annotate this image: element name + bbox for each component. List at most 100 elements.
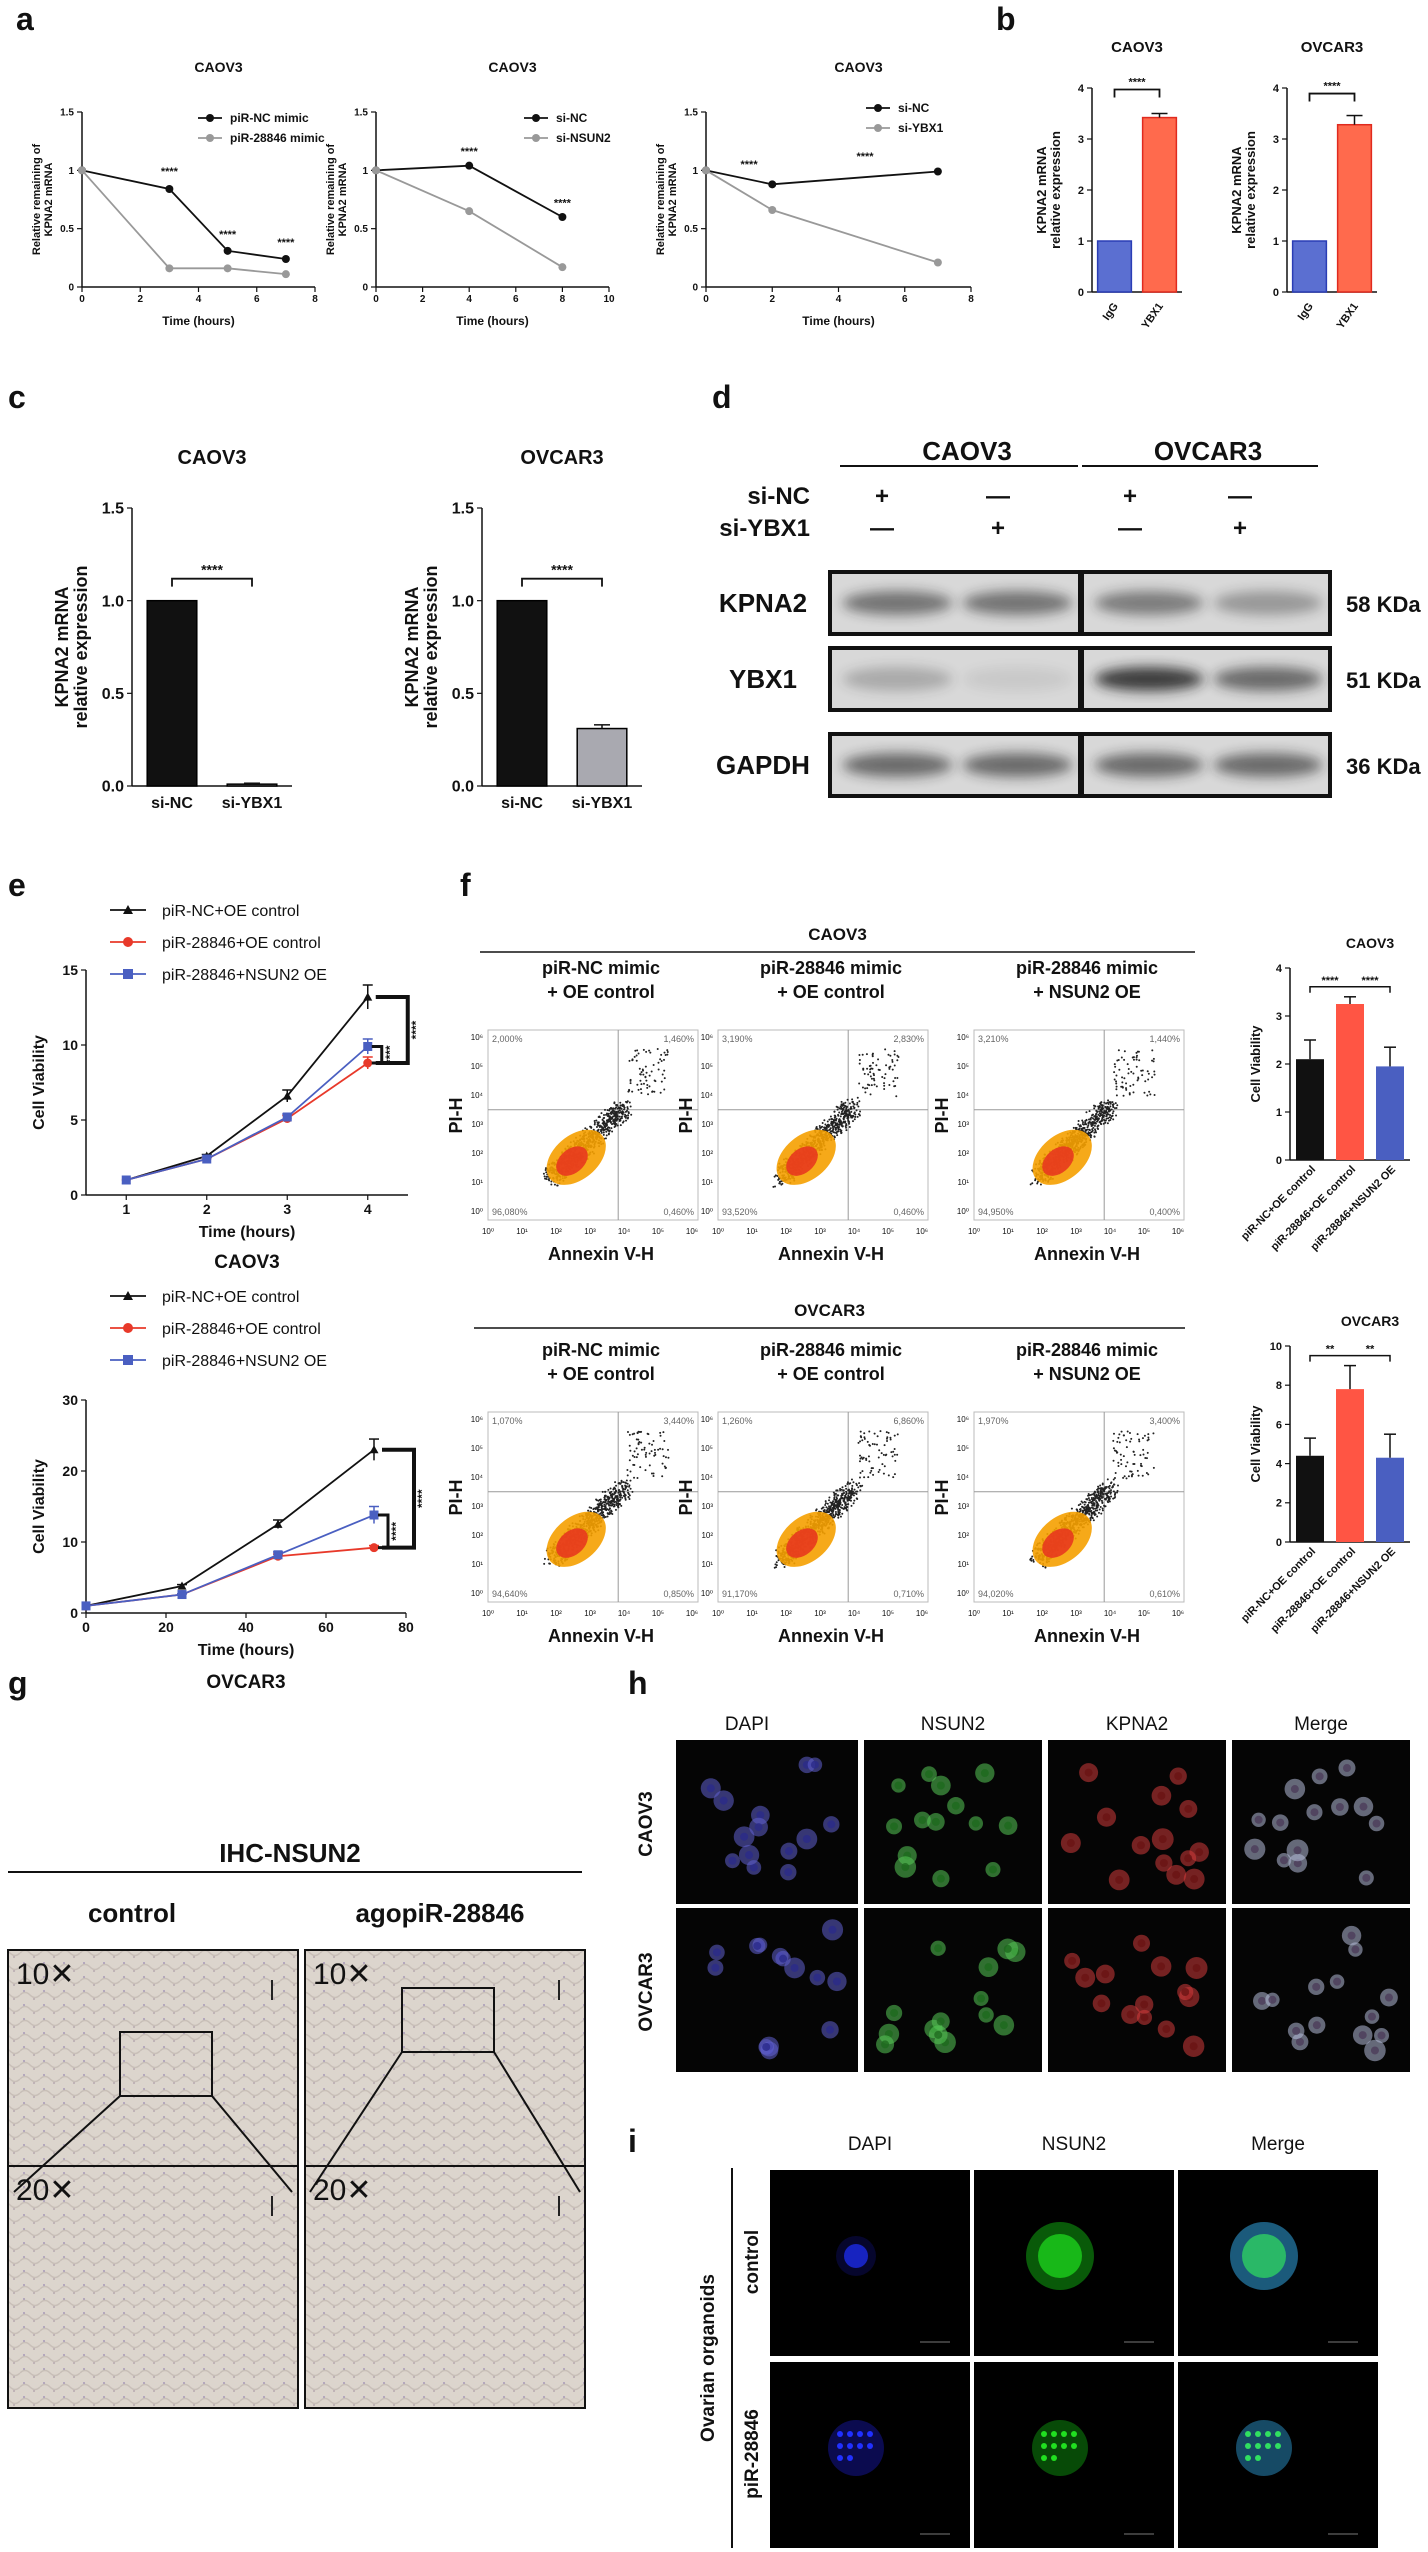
event-dot <box>602 1120 605 1123</box>
x-tick-label: 10 <box>603 294 615 305</box>
event-dot <box>1109 1105 1112 1108</box>
event-dot <box>861 1457 864 1460</box>
y-tick-label: 1 <box>362 166 368 177</box>
event-dot <box>637 1088 640 1091</box>
event-dot <box>607 1126 610 1129</box>
event-dot <box>657 1448 660 1451</box>
event-dot <box>603 1494 606 1497</box>
event-dot <box>648 1085 651 1088</box>
event-dot <box>867 1455 870 1458</box>
event-dot <box>1113 1494 1116 1497</box>
event-dot <box>828 1510 831 1513</box>
event-dot <box>1094 1116 1097 1119</box>
event-dot <box>826 1508 829 1511</box>
event-dot <box>847 1110 850 1113</box>
event-dot <box>853 1106 856 1109</box>
flow-condition: + OE control <box>547 1364 655 1384</box>
event-dot <box>832 1491 835 1494</box>
event-dot <box>1131 1056 1134 1059</box>
event-dot <box>608 1507 611 1510</box>
event-dot <box>835 1489 838 1492</box>
event-dot <box>600 1131 603 1134</box>
event-dot <box>855 1109 858 1112</box>
event-dot <box>628 1497 631 1500</box>
event-dot <box>550 1183 553 1186</box>
event-dot <box>848 1122 851 1125</box>
y-tick-label: 0.0 <box>102 779 124 796</box>
flow-tick: 10² <box>701 1149 713 1158</box>
event-dot <box>652 1474 655 1477</box>
event-dot <box>544 1169 547 1172</box>
event-dot <box>617 1106 620 1109</box>
sig-annotation: **** <box>1128 77 1146 89</box>
event-dot <box>1116 1484 1119 1487</box>
event-dot <box>825 1127 828 1130</box>
event-dot <box>843 1499 846 1502</box>
legend-label: piR-28846+NSUN2 OE <box>162 967 327 984</box>
sig-bracket <box>1308 92 1356 102</box>
event-dot <box>856 1096 859 1099</box>
flow-tick: 10⁵ <box>652 1227 664 1236</box>
flow-tick: 10⁵ <box>701 1444 713 1453</box>
event-dot <box>664 1467 667 1470</box>
event-dot <box>606 1508 609 1511</box>
event-dot <box>1111 1114 1114 1117</box>
event-dot <box>652 1064 655 1067</box>
event-dot <box>607 1112 610 1115</box>
event-dot <box>1098 1105 1101 1108</box>
sig-bracket <box>171 577 253 587</box>
event-dot <box>863 1432 866 1435</box>
event-dot <box>628 1444 631 1447</box>
event-dot <box>1106 1113 1109 1116</box>
event-dot <box>1086 1128 1089 1131</box>
flow-tick: 10³ <box>584 1609 596 1618</box>
event-dot <box>633 1476 636 1479</box>
flow-y-label: PI-H <box>676 1098 696 1134</box>
event-dot <box>1111 1485 1114 1488</box>
event-dot <box>597 1128 600 1131</box>
event-dot <box>663 1069 666 1072</box>
event-dot <box>607 1118 610 1121</box>
event-dot <box>629 1078 632 1081</box>
density-peak <box>556 1146 588 1176</box>
event-dot <box>1128 1093 1131 1096</box>
event-dot <box>1149 1093 1152 1096</box>
data-point <box>369 1510 379 1520</box>
event-dot <box>604 1501 607 1504</box>
event-dot <box>1135 1058 1138 1061</box>
event-dot <box>1091 1121 1094 1124</box>
y-axis-label: Relative remaining of <box>31 144 43 256</box>
band-size: 58 KDa <box>1346 592 1421 617</box>
event-dot <box>603 1116 606 1119</box>
event-dot <box>851 1101 854 1104</box>
event-dot <box>889 1054 892 1057</box>
event-dot <box>872 1473 875 1476</box>
flow-tick: 10¹ <box>957 1178 969 1187</box>
event-dot <box>627 1090 630 1093</box>
event-dot <box>1121 1081 1124 1084</box>
event-dot <box>839 1503 842 1506</box>
event-dot <box>642 1082 645 1085</box>
condition-sign: — <box>870 515 894 542</box>
event-dot <box>648 1049 651 1052</box>
event-dot <box>1123 1077 1126 1080</box>
event-dot <box>844 1494 847 1497</box>
quadrant-percent: 91,170% <box>722 1589 758 1599</box>
event-dot <box>600 1506 603 1509</box>
event-dot <box>648 1074 651 1077</box>
event-dot <box>851 1098 854 1101</box>
event-dot <box>615 1484 618 1487</box>
x-tick-label: 6 <box>513 294 519 305</box>
flow-tick: 10⁵ <box>652 1609 664 1618</box>
event-dot <box>602 1501 605 1504</box>
event-dot <box>885 1431 888 1434</box>
flow-tick: 10⁴ <box>848 1227 861 1236</box>
event-dot <box>892 1080 895 1083</box>
event-dot <box>1121 1076 1124 1079</box>
series-line <box>85 1448 375 1607</box>
flow-tick: 10⁰ <box>471 1207 483 1216</box>
data-point <box>282 1091 292 1100</box>
event-dot <box>651 1443 654 1446</box>
quadrant-percent: 3,190% <box>722 1034 753 1044</box>
data-point <box>282 1112 292 1122</box>
